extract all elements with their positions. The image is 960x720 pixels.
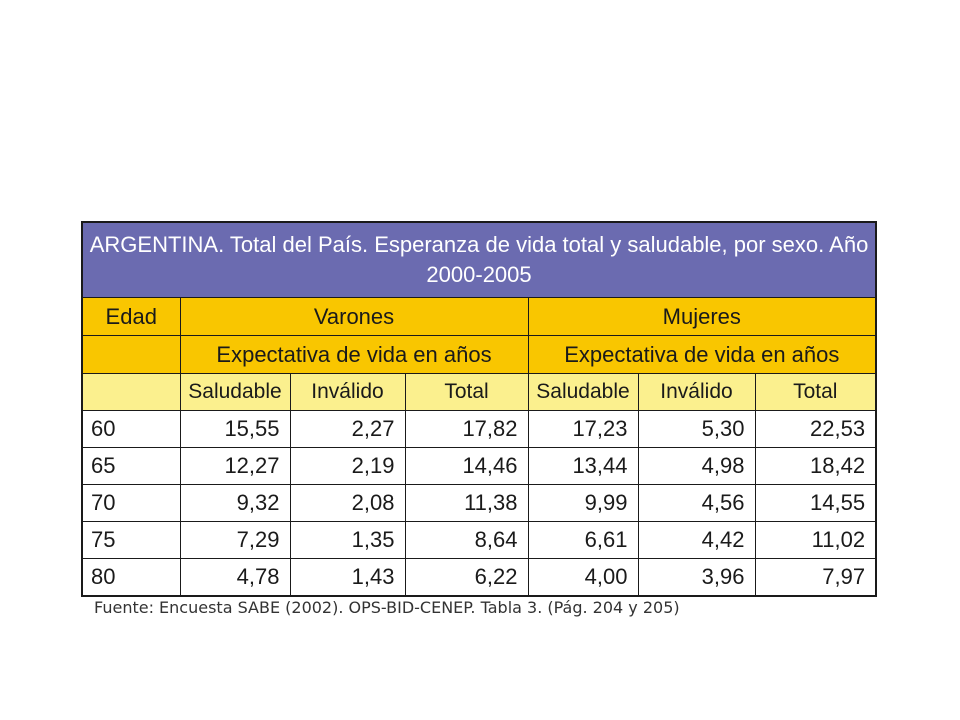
value-cell: 11,38 (404, 484, 529, 522)
table-row: 60 15,55 2,27 17,82 17,23 5,30 22,53 (81, 410, 877, 448)
value-cell: 15,55 (179, 410, 291, 448)
subgroup-header-mujeres: Expectativa de vida en años (527, 335, 877, 374)
column-header: Inválido (637, 373, 756, 411)
value-cell: 3,96 (637, 558, 756, 597)
value-cell: 12,27 (179, 447, 291, 485)
value-cell: 18,42 (754, 447, 877, 485)
value-cell: 4,78 (179, 558, 291, 597)
age-cell: 80 (81, 558, 181, 597)
value-cell: 22,53 (754, 410, 877, 448)
table-row: 65 12,27 2,19 14,46 13,44 4,98 18,42 (81, 447, 877, 485)
value-cell: 17,82 (404, 410, 529, 448)
column-header: Total (404, 373, 529, 411)
value-cell: 2,27 (289, 410, 406, 448)
value-cell: 5,30 (637, 410, 756, 448)
value-cell: 6,22 (404, 558, 529, 597)
empty-column-header (81, 373, 181, 411)
column-header-row: Saludable Inválido Total Saludable Invál… (81, 373, 877, 411)
column-header: Inválido (289, 373, 406, 411)
value-cell: 11,02 (754, 521, 877, 559)
table-row: 80 4,78 1,43 6,22 4,00 3,96 7,97 (81, 558, 877, 597)
value-cell: 7,29 (179, 521, 291, 559)
table-title: ARGENTINA. Total del País. Esperanza de … (81, 221, 877, 298)
subgroup-header-row: Expectativa de vida en años Expectativa … (81, 335, 877, 374)
value-cell: 9,32 (179, 484, 291, 522)
value-cell: 17,23 (527, 410, 639, 448)
column-header: Saludable (527, 373, 639, 411)
table-row: 75 7,29 1,35 8,64 6,61 4,42 11,02 (81, 521, 877, 559)
group-header-row: Edad Varones Mujeres (81, 297, 877, 336)
column-header: Total (754, 373, 877, 411)
value-cell: 13,44 (527, 447, 639, 485)
value-cell: 2,19 (289, 447, 406, 485)
value-cell: 8,64 (404, 521, 529, 559)
value-cell: 1,43 (289, 558, 406, 597)
age-cell: 60 (81, 410, 181, 448)
age-cell: 65 (81, 447, 181, 485)
empty-header-cell (81, 335, 181, 374)
value-cell: 9,99 (527, 484, 639, 522)
age-cell: 75 (81, 521, 181, 559)
title-row: ARGENTINA. Total del País. Esperanza de … (81, 221, 877, 298)
value-cell: 14,46 (404, 447, 529, 485)
subgroup-header-varones: Expectativa de vida en años (179, 335, 529, 374)
value-cell: 4,00 (527, 558, 639, 597)
value-cell: 4,56 (637, 484, 756, 522)
age-header: Edad (81, 297, 181, 336)
column-header: Saludable (179, 373, 291, 411)
group-header-varones: Varones (179, 297, 529, 336)
age-cell: 70 (81, 484, 181, 522)
value-cell: 4,98 (637, 447, 756, 485)
table-row: 70 9,32 2,08 11,38 9,99 4,56 14,55 (81, 484, 877, 522)
life-expectancy-table: ARGENTINA. Total del País. Esperanza de … (81, 221, 878, 597)
value-cell: 14,55 (754, 484, 877, 522)
source-note: Fuente: Encuesta SABE (2002). OPS-BID-CE… (94, 598, 680, 617)
value-cell: 7,97 (754, 558, 877, 597)
value-cell: 2,08 (289, 484, 406, 522)
value-cell: 6,61 (527, 521, 639, 559)
value-cell: 1,35 (289, 521, 406, 559)
value-cell: 4,42 (637, 521, 756, 559)
group-header-mujeres: Mujeres (527, 297, 877, 336)
